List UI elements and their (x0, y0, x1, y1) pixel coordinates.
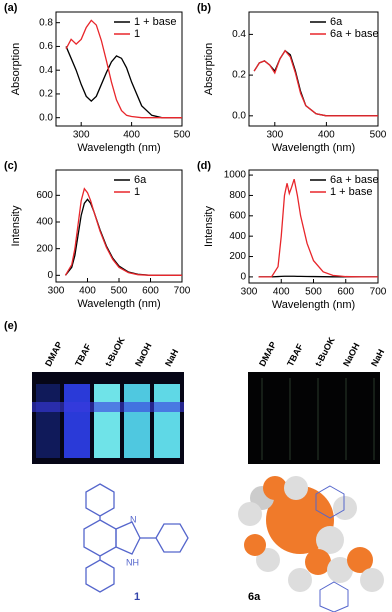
series-line (258, 275, 378, 278)
x-tick-label: 500 (305, 287, 322, 298)
base-label: NaOH (133, 341, 154, 368)
legend-label: 6a (134, 174, 147, 186)
series-line (65, 19, 182, 119)
y-tick-label: 0.0 (232, 110, 246, 121)
phenyls-6a (315, 485, 349, 612)
panel-label: (b) (197, 2, 211, 14)
photo-right (248, 372, 380, 464)
base-label: t-BuOK (103, 335, 127, 368)
space-fill-6a (238, 476, 384, 592)
plot-frame (248, 11, 379, 127)
vial (154, 384, 180, 458)
y-tick-label: 200 (36, 243, 53, 254)
series-line (253, 49, 378, 117)
x-tick-label: 400 (123, 130, 140, 141)
y-tick-label: 0.6 (39, 41, 53, 52)
y-axis-label: Intensity (203, 206, 215, 247)
x-tick-label: 300 (48, 286, 65, 297)
x-axis-label: Wavelength (nm) (272, 142, 355, 154)
x-tick-label: 300 (73, 130, 90, 141)
x-tick-label: 600 (142, 286, 159, 297)
panel-label: (d) (197, 160, 211, 172)
base-label: NaH (369, 347, 386, 368)
series-line (64, 198, 182, 276)
y-axis-label: Intensity (10, 205, 22, 246)
molecule-1 (83, 483, 189, 593)
y-tick-label: 0.8 (39, 17, 53, 28)
compound-label: 6a (248, 591, 261, 603)
x-tick-label: 500 (370, 130, 387, 141)
legend-label: 1 (134, 28, 140, 40)
y-tick-label: 0.4 (232, 29, 246, 40)
x-tick-label: 300 (266, 130, 283, 141)
x-tick-label: 700 (370, 287, 387, 298)
vial (124, 384, 150, 458)
x-tick-label: 500 (174, 130, 191, 141)
series-line (64, 187, 182, 276)
legend-label: 1 (134, 186, 140, 198)
y-tick-label: 400 (229, 231, 246, 242)
y-tick-label: 0.2 (232, 70, 246, 81)
series-line (258, 178, 378, 278)
y-axis-label: Absorption (203, 43, 215, 96)
y-tick-label: 1000 (224, 170, 247, 181)
x-tick-label: 400 (318, 130, 335, 141)
x-axis-label: Wavelength (nm) (272, 299, 355, 311)
vial (36, 384, 60, 458)
y-axis-label: Absorption (10, 43, 22, 96)
legend-label: 6a (330, 16, 343, 28)
atom-label: NH (126, 557, 139, 567)
legend-label: 1 + base (330, 186, 373, 198)
base-label: t-BuOK (313, 335, 337, 368)
series-line (253, 49, 378, 117)
y-tick-label: 600 (36, 190, 53, 201)
y-tick-label: 0.0 (39, 112, 53, 123)
base-label: NaH (163, 347, 180, 368)
atom-label: N (130, 514, 137, 524)
x-tick-label: 400 (79, 286, 96, 297)
vials-dark (261, 378, 375, 460)
y-tick-label: 400 (36, 217, 53, 228)
y-tick-label: 800 (229, 190, 246, 201)
base-label: DMAP (43, 340, 64, 368)
vial (94, 384, 120, 458)
legend-label: 1 + base (134, 16, 177, 28)
base-label: TBAF (285, 342, 305, 368)
y-tick-label: 0.2 (39, 89, 53, 100)
vial (64, 384, 90, 458)
x-tick-label: 600 (337, 287, 354, 298)
y-tick-label: 200 (229, 251, 246, 262)
y-tick-label: 0.4 (39, 65, 53, 76)
y-tick-label: 0 (47, 270, 53, 281)
legend-label: 6a + base (330, 28, 379, 40)
panel-label: (a) (4, 2, 18, 14)
glow (32, 402, 184, 412)
panel-label: (c) (4, 160, 18, 172)
plot-frame (55, 11, 183, 127)
base-label: TBAF (73, 342, 93, 368)
base-label: DMAP (257, 340, 278, 368)
x-axis-label: Wavelength (nm) (77, 298, 160, 310)
base-label: NaOH (341, 341, 362, 368)
legend-label: 6a + base (330, 174, 379, 186)
x-tick-label: 700 (174, 286, 191, 297)
x-axis-label: Wavelength (nm) (77, 142, 160, 154)
y-tick-label: 0 (240, 272, 246, 283)
series-line (65, 46, 182, 119)
x-tick-label: 500 (111, 286, 128, 297)
x-tick-label: 400 (273, 287, 290, 298)
panel-label: (e) (4, 320, 18, 332)
compound-label: 1 (134, 591, 140, 603)
x-tick-label: 300 (241, 287, 258, 298)
panel-e: (e) N NH 1 (4, 320, 384, 612)
y-tick-label: 600 (229, 210, 246, 221)
